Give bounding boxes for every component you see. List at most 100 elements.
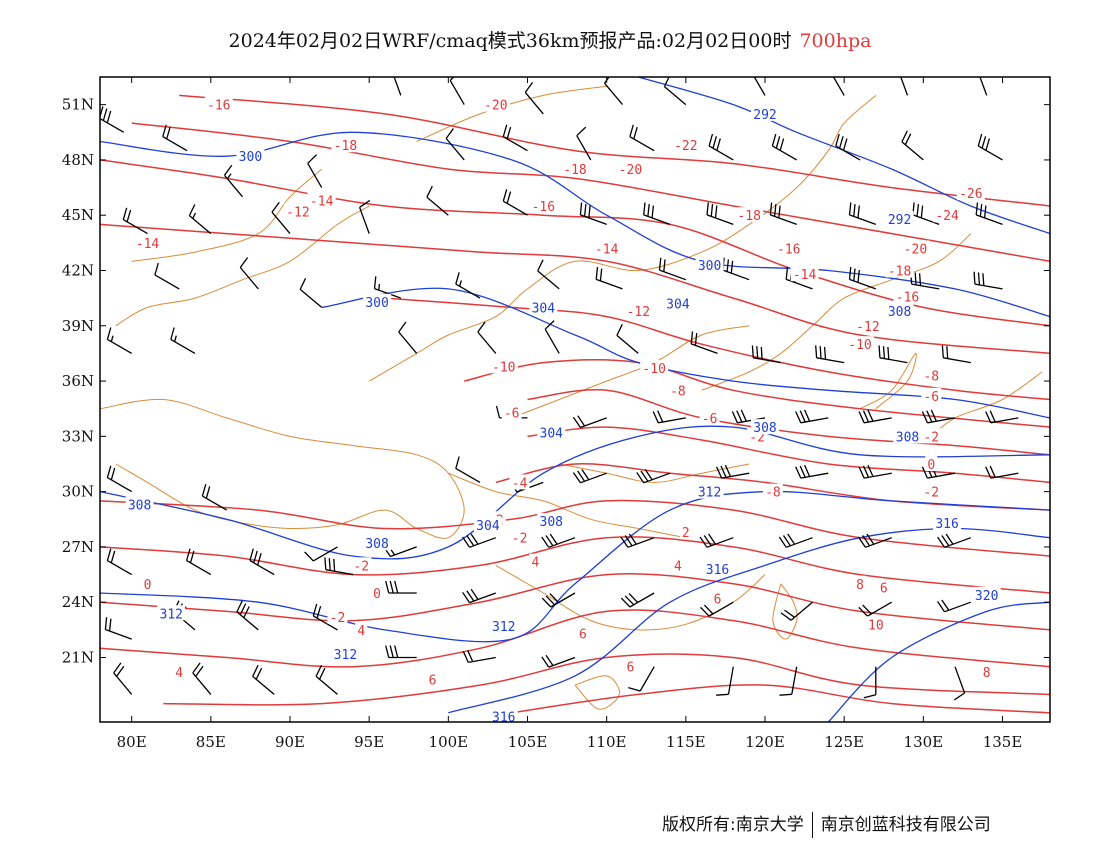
wind-barb — [658, 257, 687, 281]
wind-barb — [778, 533, 813, 548]
temperature-label: 2 — [682, 526, 690, 541]
wind-barb — [628, 666, 655, 692]
wind-barb — [154, 262, 180, 290]
height-contour — [100, 425, 1050, 560]
wind-barb — [541, 533, 576, 548]
temperature-isotherm — [100, 499, 1050, 557]
wind-barb — [985, 410, 1019, 424]
temperature-label: -16 — [896, 290, 919, 305]
axis-ticks: 80E 85E 90E 95E 100E 105E 110E 115E 120E 125E 130E… — [62, 77, 1050, 751]
wind-barb — [122, 207, 148, 235]
wind-barb — [236, 600, 259, 631]
pressure-level: 700hpa — [799, 30, 872, 52]
temperature-label-bg — [204, 96, 233, 112]
height-label: 316 — [492, 710, 515, 725]
wind-barb — [537, 259, 560, 290]
temperature-label-bg — [671, 137, 700, 153]
temperature-label-bg — [133, 234, 162, 250]
temperature-label: 6 — [579, 628, 587, 643]
wind-barb — [106, 465, 133, 493]
wind-barb — [239, 257, 259, 290]
temperature-label-bg — [901, 240, 930, 256]
wind-barb — [455, 272, 481, 299]
temperature-label-bg — [501, 404, 522, 420]
x-tick-label: 95E — [354, 733, 384, 751]
province-borders — [100, 85, 1043, 710]
contour-labels: -20-18-16-14-12-10-8-6-4-202468292300304… — [125, 96, 1001, 725]
wind-barb — [858, 601, 893, 617]
y-tick-label: 51N — [62, 96, 94, 114]
temperature-label-bg — [616, 161, 645, 177]
wind-barb — [953, 666, 966, 701]
y-tick-label: 33N — [62, 427, 94, 445]
temperature-label: -12 — [286, 206, 309, 221]
temperature-isotherm — [100, 536, 1050, 594]
wind-barb — [462, 588, 497, 604]
x-tick-label: 105E — [508, 733, 548, 751]
temperature-isotherm — [100, 573, 1050, 631]
temperature-label: -10 — [642, 362, 665, 377]
wind-barb — [385, 580, 417, 594]
temperature-label: -4 — [512, 476, 528, 491]
temperature-label: -10 — [848, 338, 871, 353]
height-label-bg — [473, 516, 502, 532]
temperature-isotherm — [163, 653, 1050, 706]
wind-barb — [900, 77, 909, 96]
province-border — [131, 168, 323, 262]
height-label: 304 — [476, 519, 500, 534]
wind-barb — [324, 557, 354, 576]
province-border — [930, 371, 1043, 437]
height-label-bg — [703, 561, 732, 577]
wind-barb — [398, 321, 418, 354]
height-label-bg — [885, 210, 914, 226]
wind-barb — [835, 133, 861, 161]
wind-barb — [544, 320, 560, 354]
wind-barb — [716, 666, 734, 696]
height-label: 312 — [160, 607, 183, 622]
temperature-label: -2 — [512, 532, 528, 547]
temperature-label-bg — [762, 483, 783, 499]
wind-barb — [858, 409, 892, 424]
height-label: 308 — [540, 515, 563, 530]
temperature-label: 4 — [532, 556, 540, 571]
height-label: 300 — [239, 150, 262, 165]
temperature-label: -20 — [484, 99, 507, 114]
wind-barb — [616, 324, 639, 354]
wind-barb — [937, 599, 972, 613]
temperature-isotherm — [100, 223, 1050, 355]
height-label: 308 — [753, 421, 776, 436]
y-tick-label: 24N — [62, 593, 94, 611]
wind-barb — [921, 409, 956, 424]
temperature-label-bg — [671, 557, 684, 573]
x-tick-label: 135E — [983, 733, 1023, 751]
x-tick-label: 115E — [666, 733, 706, 751]
wind-barb — [973, 271, 1003, 290]
temperature-label-bg — [307, 192, 336, 208]
plot-frame — [99, 76, 1051, 723]
title-main: 2024年02月02日WRF/cmaq模式36km预报产品:02月02日00时 — [228, 30, 792, 52]
y-tick-label: 36N — [62, 372, 94, 390]
wind-barb — [636, 469, 671, 484]
footer-divider — [811, 812, 813, 838]
temperature-label-bg — [735, 207, 764, 223]
temperature-isotherm — [495, 463, 1050, 511]
temperature-label: -14 — [136, 237, 160, 252]
temperature-label-bg — [679, 524, 692, 540]
height-label: 312 — [492, 620, 515, 635]
wind-barb — [620, 592, 655, 608]
temperature-label: -6 — [504, 406, 520, 421]
temperature-label: 8 — [983, 666, 991, 681]
height-label: 312 — [334, 648, 357, 663]
wind-barb — [708, 133, 734, 161]
wind-barb — [373, 276, 402, 299]
province-border — [448, 472, 686, 539]
temperature-label: -18 — [888, 265, 911, 280]
height-label-bg — [529, 299, 558, 315]
temperature-label-bg — [790, 266, 819, 282]
temperature-label-bg — [921, 387, 942, 403]
height-label: 316 — [935, 517, 958, 532]
wind-barb — [104, 617, 132, 640]
province-border — [416, 85, 607, 142]
height-label: 300 — [365, 296, 388, 311]
wind-barb — [795, 464, 829, 479]
